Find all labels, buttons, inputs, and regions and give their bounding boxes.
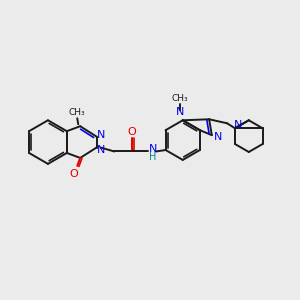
Text: N: N	[149, 143, 157, 154]
Text: N: N	[234, 120, 242, 130]
Text: N: N	[176, 107, 184, 117]
Text: CH₃: CH₃	[69, 108, 85, 117]
Text: N: N	[97, 130, 106, 140]
Text: O: O	[69, 169, 78, 179]
Text: H: H	[149, 152, 157, 162]
Text: CH₃: CH₃	[172, 94, 188, 103]
Text: N: N	[214, 132, 222, 142]
Text: N: N	[97, 145, 106, 154]
Text: O: O	[128, 127, 136, 137]
